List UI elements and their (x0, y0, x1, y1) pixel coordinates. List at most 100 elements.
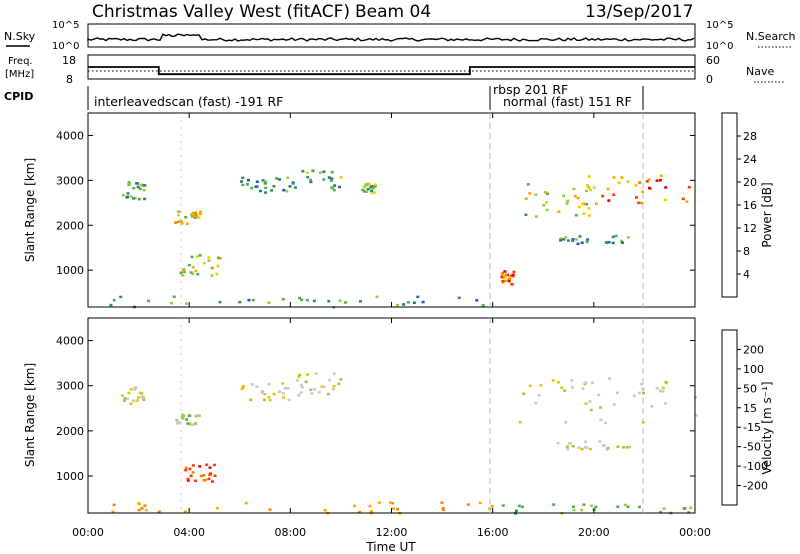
data-cell (255, 180, 259, 183)
data-cell (648, 186, 651, 190)
nsky-tick-top: 10^5 (52, 20, 79, 31)
data-cell (205, 463, 209, 466)
data-cell (188, 422, 192, 426)
data-cell (190, 255, 194, 259)
data-cell (263, 392, 267, 396)
data-cell (375, 295, 379, 299)
data-cell (311, 169, 315, 172)
data-cell (478, 501, 482, 505)
data-cell (545, 208, 549, 212)
data-cell (421, 300, 425, 304)
data-cell (126, 397, 129, 400)
data-cell (466, 503, 470, 506)
data-cell (537, 394, 541, 397)
data-cell (287, 398, 291, 402)
data-cell (595, 202, 598, 205)
data-cell (200, 474, 203, 478)
data-cell (556, 381, 560, 384)
data-cell (330, 186, 334, 189)
data-cell (685, 200, 689, 203)
data-cell (611, 235, 615, 239)
data-cell (368, 504, 372, 508)
data-cell (605, 448, 609, 451)
data-cell (263, 182, 267, 185)
data-cell (177, 213, 180, 217)
data-cell (353, 504, 357, 508)
y-tick-label: 1000 (56, 264, 84, 277)
data-cell (588, 447, 592, 451)
data-cell (589, 504, 593, 508)
data-cell (501, 276, 505, 279)
data-cell (140, 507, 144, 510)
data-cell (545, 201, 549, 204)
x-tick-label: 08:00 (274, 526, 306, 539)
colorbar-tick-label: 20 (743, 176, 757, 189)
data-cell (297, 375, 301, 379)
data-cell (534, 215, 538, 218)
data-cell (339, 176, 343, 179)
data-cell (576, 196, 580, 200)
data-cell (250, 186, 254, 190)
data-cell (188, 467, 192, 471)
data-cell (305, 171, 309, 174)
data-cell (503, 279, 507, 283)
data-cell (402, 303, 406, 306)
data-cell (581, 202, 585, 205)
data-cell (619, 239, 623, 243)
data-cell (508, 275, 512, 279)
data-cell (617, 181, 621, 184)
colorbar-tick-label: 12 (743, 222, 757, 235)
data-cell (127, 181, 131, 184)
data-cell (317, 391, 321, 394)
data-cell (264, 186, 268, 190)
data-cell (563, 389, 567, 392)
data-cell (177, 210, 181, 213)
data-cell (361, 188, 365, 192)
data-cell (574, 214, 578, 217)
data-cell (620, 176, 624, 179)
data-cell (606, 187, 610, 191)
data-cell (247, 178, 250, 182)
data-cell (210, 480, 214, 483)
data-cell (598, 440, 602, 443)
data-cell (217, 256, 220, 260)
data-cell (180, 222, 184, 225)
data-cell (330, 177, 334, 180)
colorbar-tick-label: 100 (743, 363, 764, 376)
data-cell (528, 384, 532, 388)
data-cell (126, 195, 129, 199)
colorbar-tick-label: 200 (743, 343, 764, 356)
data-cell (191, 211, 195, 215)
data-cell (299, 391, 303, 394)
data-cell (622, 446, 625, 449)
data-cell (664, 380, 668, 384)
data-cell (195, 215, 199, 218)
data-cell (587, 186, 591, 189)
data-cell (370, 191, 374, 194)
data-cell (208, 473, 212, 476)
colorbar-tick-label: 4 (743, 268, 750, 281)
data-cell (416, 295, 420, 299)
data-cell (309, 178, 313, 182)
data-cell (571, 238, 575, 241)
data-cell (212, 463, 216, 467)
data-cell (607, 199, 611, 202)
data-cell (258, 189, 262, 193)
data-cell (255, 385, 259, 388)
data-cell (174, 221, 178, 224)
data-cell (577, 446, 581, 449)
data-cell (246, 183, 249, 186)
data-cell (634, 184, 638, 187)
data-cell (599, 406, 603, 409)
power-panel: 1000 2000 3000 4000 Slant Range [km] 4 8 12 16… (23, 112, 774, 309)
data-cell (320, 385, 324, 388)
x-tick-label: 00:00 (72, 526, 104, 539)
data-cell (372, 191, 376, 194)
data-cell (328, 378, 332, 382)
data-cell (306, 175, 310, 179)
data-cell (658, 178, 662, 182)
data-cell (514, 509, 518, 513)
data-cell (305, 373, 309, 376)
data-cell (371, 187, 375, 190)
x-tick-label: 04:00 (173, 526, 205, 539)
